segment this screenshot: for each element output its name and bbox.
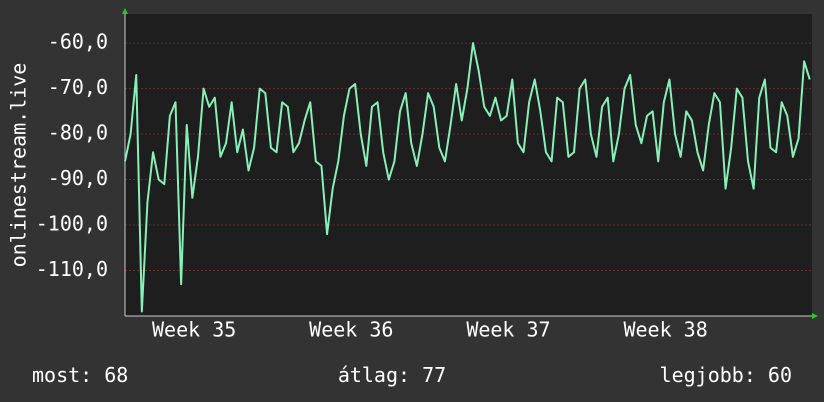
x-tick-label: Week 35 [152, 318, 236, 342]
x-tick-label: Week 36 [309, 318, 393, 342]
footer-average: átlag: 77 [338, 363, 446, 387]
y-tick-label: -70,0 [48, 75, 108, 99]
y-tick-label: -90,0 [48, 166, 108, 190]
marks [124, 42, 811, 313]
y-tick-label: -60,0 [48, 30, 108, 54]
x-tick-label: Week 37 [466, 318, 550, 342]
x-tick-label: Week 38 [623, 318, 707, 342]
y-tick-label: -100,0 [36, 212, 108, 236]
y-tick-label: -80,0 [48, 121, 108, 145]
plot-area [125, 14, 812, 316]
series-line [124, 42, 811, 313]
footer-current: most: 68 [32, 363, 128, 387]
y-axis-label: onlinestream.live [7, 63, 31, 268]
grid [125, 42, 812, 272]
footer-best: legjobb: 60 [660, 363, 792, 387]
y-arrow [122, 8, 128, 14]
x-arrow [812, 313, 818, 319]
y-tick-label: -110,0 [36, 257, 108, 281]
